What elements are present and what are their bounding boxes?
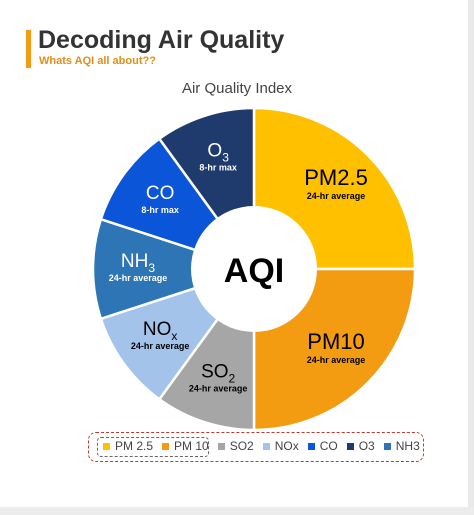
chart-title: Air Quality Index bbox=[181, 80, 293, 97]
legend-items: PM 2.5 PM 10 SO2 NOx CO O3 NH3 bbox=[103, 439, 429, 453]
page-title: Decoding Air Quality bbox=[38, 26, 285, 54]
legend-label: PM 2.5 bbox=[115, 439, 154, 453]
page-subtitle: Whats AQI all about?? bbox=[39, 55, 156, 67]
slice-label-so2: SO2 bbox=[201, 361, 235, 385]
legend-swatch bbox=[383, 442, 391, 450]
legend-item-o3: O3 bbox=[346, 439, 375, 453]
frame-bottom-edge bbox=[0, 507, 474, 515]
slice-note-o3: 8-hr max bbox=[199, 163, 237, 173]
slice-note-co: 8-hr max bbox=[141, 205, 179, 215]
slice-note-nh3: 24-hr average bbox=[109, 273, 168, 283]
frame-right-edge bbox=[468, 0, 474, 515]
slice-label-pm25: PM2.5 bbox=[304, 165, 368, 190]
legend-label: SO2 bbox=[229, 439, 254, 453]
legend-label: NH3 bbox=[395, 439, 420, 453]
slice-note-pm25: 24-hr average bbox=[307, 191, 366, 201]
donut-hole bbox=[191, 206, 317, 332]
slice-note-pm10: 24-hr average bbox=[307, 355, 366, 365]
slice-nh3 bbox=[91, 217, 259, 321]
legend-swatch bbox=[217, 442, 225, 450]
legend-item-nox: NOx bbox=[262, 439, 299, 453]
legend-item-so2: SO2 bbox=[217, 439, 254, 453]
slice-note-nox: 24-hr average bbox=[131, 341, 190, 351]
legend-item-co: CO bbox=[307, 439, 338, 453]
legend-label: CO bbox=[319, 439, 338, 453]
slice-note-so2: 24-hr average bbox=[189, 383, 248, 393]
slice-label-co: CO bbox=[146, 183, 175, 204]
legend-item-pm25: PM 2.5 bbox=[103, 439, 153, 453]
legend: PM 2.5 PM 10 SO2 NOx CO O3 NH3 bbox=[88, 432, 424, 462]
legend-item-pm10: PM 10 bbox=[162, 439, 209, 453]
legend-swatch bbox=[307, 442, 315, 450]
legend-label: NOx bbox=[274, 439, 299, 453]
center-label: AQI bbox=[224, 252, 284, 290]
legend-swatch bbox=[346, 442, 354, 450]
slice-label-nh3: NH3 bbox=[121, 251, 155, 275]
slice-label-pm10: PM10 bbox=[307, 329, 364, 354]
slice-label-o3: O3 bbox=[207, 141, 229, 165]
legend-swatch bbox=[262, 442, 270, 450]
slice-label-nox: NOx bbox=[143, 319, 178, 343]
legend-pm-group bbox=[97, 437, 209, 457]
legend-swatch bbox=[103, 442, 110, 450]
legend-item-nh3: NH3 bbox=[383, 439, 420, 453]
title-accent-bar bbox=[26, 30, 31, 68]
legend-label: O3 bbox=[358, 439, 375, 453]
legend-label: PM 10 bbox=[174, 439, 209, 453]
legend-swatch bbox=[162, 442, 170, 450]
